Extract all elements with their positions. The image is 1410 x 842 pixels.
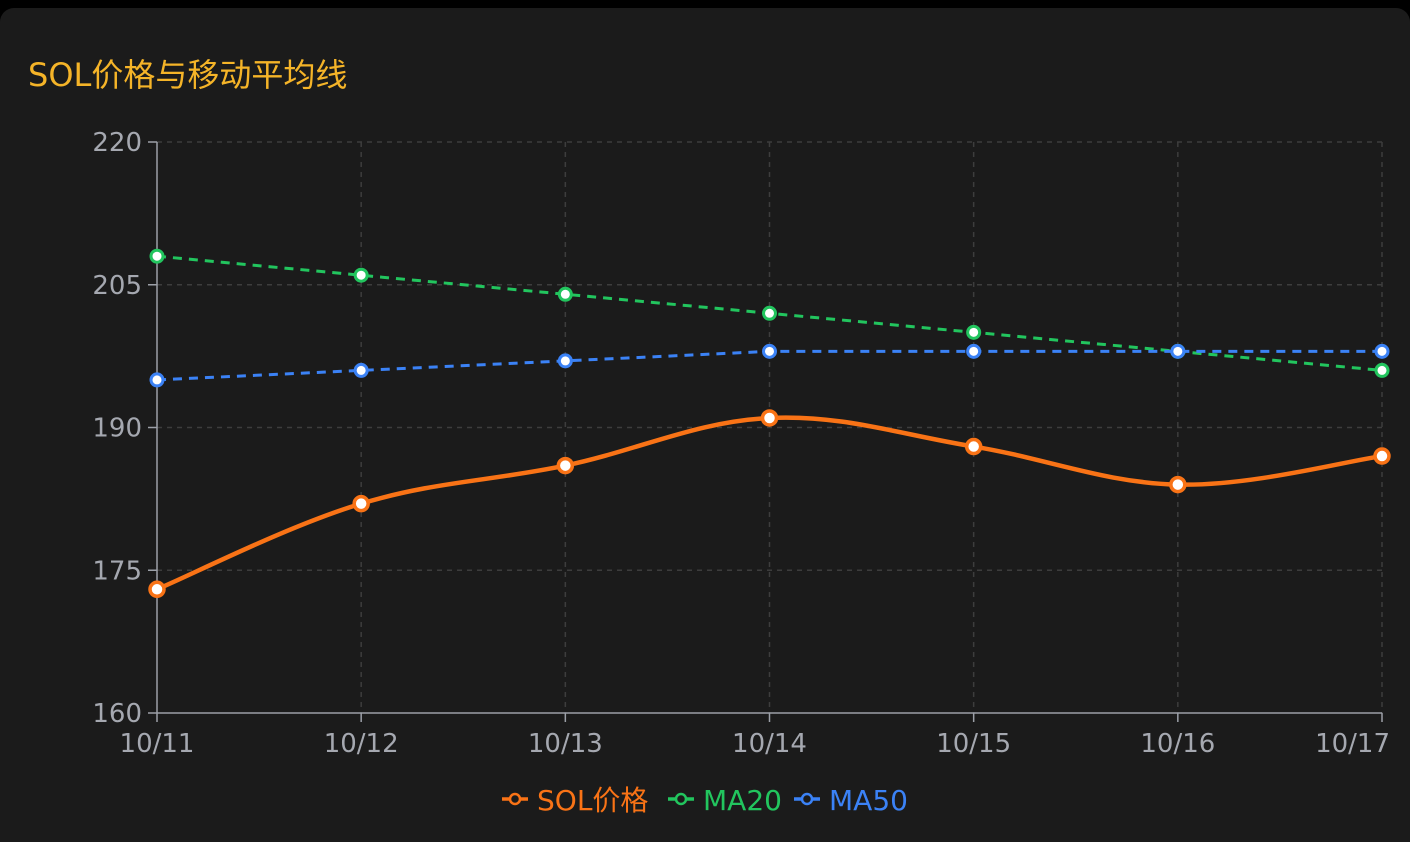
- series-layer: [148, 248, 1391, 599]
- legend-swatch-point: [800, 792, 814, 806]
- x-tick-label: 10/16: [1140, 729, 1215, 759]
- x-tick-label: 10/14: [732, 729, 807, 759]
- data-point-sol: [1373, 447, 1391, 465]
- legend-swatch-point: [508, 792, 522, 806]
- data-point-ma20: [966, 324, 982, 340]
- data-point-ma50: [149, 372, 165, 388]
- chart-title: SOL价格与移动平均线: [28, 56, 348, 94]
- data-point-sol: [352, 494, 370, 513]
- legend-label: MA20: [703, 784, 782, 817]
- data-point-ma20: [1374, 362, 1390, 378]
- legend-item-ma20[interactable]: MA20: [668, 784, 782, 817]
- data-point-sol: [1169, 475, 1187, 494]
- data-point-sol: [148, 580, 166, 599]
- data-point-sol: [760, 409, 779, 427]
- data-point-sol: [556, 456, 575, 475]
- data-point-ma20: [353, 267, 369, 283]
- x-tick-label: 10/12: [324, 729, 399, 759]
- data-point-ma20: [557, 286, 573, 302]
- x-tick-label: 10/13: [528, 729, 603, 759]
- y-tick-label: 205: [92, 271, 142, 301]
- data-point-ma20: [149, 248, 165, 264]
- data-point-ma50: [1170, 343, 1186, 359]
- legend-label: MA50: [829, 784, 908, 817]
- legend-label: SOL价格: [537, 784, 648, 817]
- data-point-ma50: [557, 353, 573, 369]
- data-point-ma50: [1374, 343, 1390, 359]
- y-tick-label: 190: [92, 414, 142, 444]
- legend-item-sol[interactable]: SOL价格: [502, 784, 648, 817]
- y-tick-label: 175: [92, 556, 142, 586]
- x-tick-label: 10/17: [1315, 729, 1390, 759]
- y-tick-label: 160: [92, 699, 142, 729]
- data-point-ma50: [353, 362, 369, 378]
- series-ma50: [149, 343, 1390, 388]
- x-tick-label: 10/15: [936, 729, 1011, 759]
- x-tick-label: 10/11: [120, 729, 195, 759]
- axis-layer: 160 175 190 205 220 10/11 10/12 10/13 10/14 10/15…: [92, 128, 1390, 759]
- legend-item-ma50[interactable]: MA50: [794, 784, 908, 817]
- legend[interactable]: SOL价格 MA20 MA50: [502, 784, 908, 817]
- data-point-ma20: [762, 305, 777, 321]
- data-point-ma50: [762, 343, 777, 359]
- series-sol: [148, 409, 1391, 599]
- grid-layer: [157, 141, 1383, 713]
- y-tick-label: 220: [92, 128, 142, 158]
- legend-swatch-point: [674, 792, 688, 806]
- data-point-ma50: [966, 343, 982, 359]
- data-point-sol: [964, 437, 983, 456]
